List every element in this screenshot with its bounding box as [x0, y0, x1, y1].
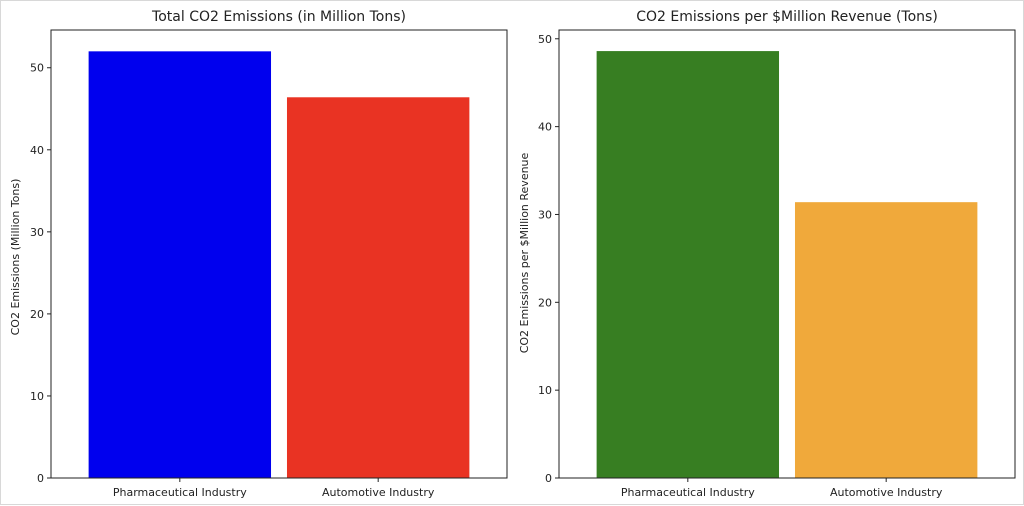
bars — [88, 51, 470, 479]
x-ticks: Pharmaceutical Industry Automotive Indust… — [621, 478, 943, 499]
y-tick-label: 30 — [30, 226, 44, 239]
chart-title: CO2 Emissions per $Million Revenue (Tons… — [636, 9, 938, 25]
y-tick-label: 0 — [37, 472, 44, 485]
x-ticks: Pharmaceutical Industry Automotive Indust… — [113, 478, 435, 499]
y-tick-label: 40 — [538, 121, 552, 134]
y-tick-label: 10 — [538, 384, 552, 397]
y-tick-label: 50 — [30, 62, 44, 75]
bar — [794, 202, 978, 478]
y-tick-label: 10 — [30, 390, 44, 403]
x-tick-label: Pharmaceutical Industry — [113, 486, 247, 499]
plot-frame — [558, 29, 1016, 479]
chart-total-emissions: Total CO2 Emissions (in Million Tons) CO… — [9, 9, 508, 499]
x-tick-label: Automotive Industry — [830, 486, 943, 499]
y-tick-label: 40 — [30, 144, 44, 157]
y-tick-label: 0 — [545, 472, 552, 485]
y-axis-label: CO2 Emissions per $Million Revenue — [518, 152, 531, 353]
y-axis-label: CO2 Emissions (Million Tons) — [9, 179, 22, 336]
y-tick-label: 20 — [538, 296, 552, 309]
x-tick-label: Automotive Industry — [322, 486, 435, 499]
bar — [88, 51, 272, 478]
y-tick-label: 30 — [538, 208, 552, 221]
bars — [596, 51, 978, 479]
chart-title: Total CO2 Emissions (in Million Tons) — [151, 9, 406, 25]
chart-emissions-per-revenue: CO2 Emissions per $Million Revenue (Tons… — [518, 9, 1016, 499]
plot-frame — [50, 29, 508, 479]
y-ticks: 0 10 20 30 40 50 — [538, 33, 559, 485]
bar — [286, 97, 470, 479]
x-tick-label: Pharmaceutical Industry — [621, 486, 755, 499]
y-tick-label: 50 — [538, 33, 552, 46]
y-tick-label: 20 — [30, 308, 44, 321]
y-ticks: 0 10 20 30 40 50 — [30, 62, 51, 485]
bar — [596, 51, 780, 479]
